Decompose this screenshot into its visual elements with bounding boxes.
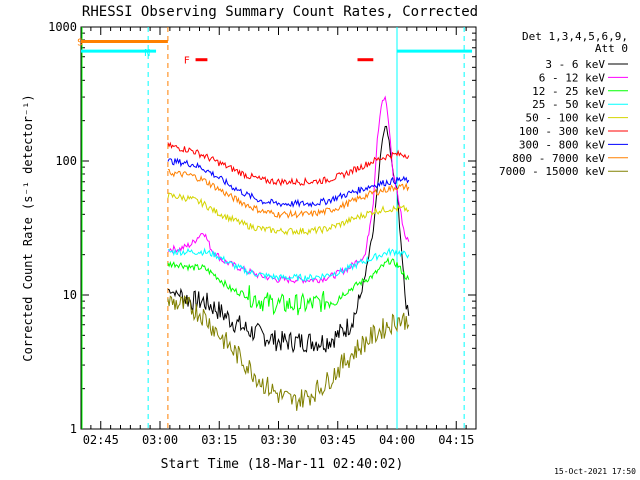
y-axis: 1 10 100 1000	[48, 20, 476, 436]
x-tick-label: 03:00	[142, 433, 178, 447]
legend-header-2: Att 0	[595, 42, 628, 55]
legend-label: 25 - 50 keV	[532, 98, 605, 111]
legend-label: 800 - 7000 keV	[512, 152, 605, 165]
series-line	[167, 95, 410, 285]
chart-title: RHESSI Observing Summary Count Rates, Co…	[82, 4, 478, 20]
series-line	[167, 141, 410, 187]
x-tick-label: 03:30	[260, 433, 296, 447]
x-tick-label: 03:45	[320, 433, 356, 447]
legend-label: 7000 - 15000 keV	[499, 165, 605, 178]
y-axis-label-main: Corrected Count Rate (s⁻¹ detector⁻¹)	[21, 94, 35, 361]
legend-label: 12 - 25 keV	[532, 85, 605, 98]
x-axis-label: Start Time (18-Mar-11 02:40:02)	[161, 457, 404, 472]
y-tick-label: 1000	[48, 20, 77, 34]
series-line	[167, 295, 410, 411]
y-tick-label: 10	[63, 288, 77, 302]
legend-label: 3 - 6 keV	[545, 58, 605, 71]
legend-label: 50 - 100 keV	[526, 112, 606, 125]
series-line	[167, 125, 410, 354]
annotation-F: F	[184, 56, 190, 67]
x-tick-label: 04:15	[438, 433, 474, 447]
series-line	[167, 247, 410, 283]
legend-label: 6 - 12 keV	[539, 71, 606, 84]
annotation-S: S	[77, 37, 83, 48]
x-tick-label: 02:45	[83, 433, 119, 447]
y-axis-label: Corrected Count Rate (s⁻¹ detector⁻¹)	[21, 94, 35, 361]
x-tick-label: 03:15	[201, 433, 237, 447]
series-line	[167, 157, 410, 209]
series-line	[167, 192, 410, 236]
legend-label: 100 - 300 keV	[519, 125, 605, 138]
y-tick-label: 1	[70, 422, 77, 436]
x-axis: 02:45 03:00 03:15 03:30 03:45 04:00 04:15	[80, 27, 477, 447]
y-tick-label: 100	[55, 154, 77, 168]
legend-label: 300 - 800 keV	[519, 138, 605, 151]
series-layer	[167, 95, 410, 411]
legend-header-1: Det 1,3,4,5,6,9,	[522, 30, 628, 43]
series-line	[167, 168, 410, 219]
footer-timestamp: 15-Oct-2021 17:50	[554, 467, 636, 476]
overlays: S N F	[77, 27, 473, 429]
annotation-N: N	[144, 48, 150, 59]
series-line	[167, 256, 410, 316]
x-tick-label: 04:00	[379, 433, 415, 447]
plot-frame	[80, 26, 477, 430]
